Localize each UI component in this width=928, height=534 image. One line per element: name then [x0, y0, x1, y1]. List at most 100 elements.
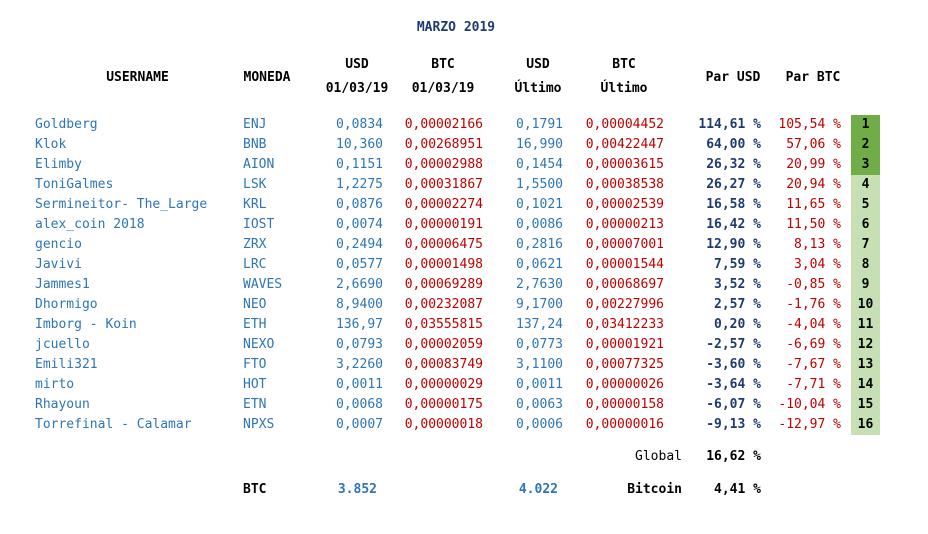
btc-start-total: 3.852 — [337, 482, 377, 497]
usd-last-cell: 1,5500 — [516, 177, 563, 192]
btc-start-cell: 0,00006475 — [404, 237, 483, 252]
usd-start-cell: 0,0834 — [336, 117, 383, 132]
btc-start-cell: 0,00000018 — [404, 417, 483, 432]
par-btc-cell: -1,76 % — [786, 297, 841, 312]
table-row: mirto HOT 0,0011 0,00000029 0,0011 0,000… — [0, 375, 928, 395]
usd-start-cell: 0,0577 — [336, 257, 383, 272]
username-cell: mirto — [35, 377, 75, 392]
btc-last-cell: 0,00000026 — [585, 377, 664, 392]
btc-start-cell: 0,00002166 — [404, 117, 483, 132]
btc-start-cell: 0,00000191 — [404, 217, 483, 232]
usd-last-cell: 0,0063 — [516, 397, 563, 412]
coin-cell: AION — [243, 157, 275, 172]
par-btc-cell: 8,13 % — [794, 237, 841, 252]
table-row: Jammes1 WAVES 2,6690 0,00069289 2,7630 0… — [0, 275, 928, 295]
username-cell: Dhormigo — [35, 297, 98, 312]
table-row: Torrefinal - Calamar NPXS 0,0007 0,00000… — [0, 415, 928, 435]
par-usd-cell: 26,27 % — [706, 177, 761, 192]
table-row: Sermineitor- The_Large KRL 0,0876 0,0000… — [0, 195, 928, 215]
usd-last-cell: 0,2816 — [516, 237, 563, 252]
table-row: Rhayoun ETN 0,0068 0,00000175 0,0063 0,0… — [0, 395, 928, 415]
rank-badge: 3 — [851, 155, 880, 175]
usd-start-cell: 0,2494 — [336, 237, 383, 252]
par-usd-cell: 7,59 % — [714, 257, 761, 272]
rank-badge: 16 — [851, 415, 880, 435]
table-row: Dhormigo NEO 8,9400 0,00232087 9,1700 0,… — [0, 295, 928, 315]
par-btc-cell: 20,94 % — [786, 177, 841, 192]
usd-start-cell: 8,9400 — [336, 297, 383, 312]
par-usd-cell: 16,58 % — [706, 197, 761, 212]
usd-last-cell: 0,0621 — [516, 257, 563, 272]
par-btc-cell: 3,04 % — [794, 257, 841, 272]
usd-last-cell: 0,1454 — [516, 157, 563, 172]
table-row: Goldberg ENJ 0,0834 0,00002166 0,1791 0,… — [0, 115, 928, 135]
rank-badge: 11 — [851, 315, 880, 335]
username-cell: alex_coin 2018 — [35, 217, 145, 232]
coin-cell: FTO — [243, 357, 267, 372]
coin-cell: IOST — [243, 217, 275, 232]
rank-badge: 13 — [851, 355, 880, 375]
table-row: Javivi LRC 0,0577 0,00001498 0,0621 0,00… — [0, 255, 928, 275]
btc-start-cell: 0,00000029 — [404, 377, 483, 392]
coin-cell: ETN — [243, 397, 267, 412]
coin-cell: NPXS — [243, 417, 275, 432]
btc-last-cell: 0,00227996 — [585, 297, 664, 312]
btc-last-cell: 0,00002539 — [585, 197, 664, 212]
btc-last-cell: 0,00000213 — [585, 217, 664, 232]
par-btc-cell: 20,99 % — [786, 157, 841, 172]
table-row: Klok BNB 10,360 0,00268951 16,990 0,0042… — [0, 135, 928, 155]
header-username: USERNAME — [106, 70, 169, 85]
coin-cell: WAVES — [243, 277, 283, 292]
usd-start-cell: 3,2260 — [336, 357, 383, 372]
page-title: MARZO 2019 — [416, 20, 496, 35]
par-usd-cell: -6,07 % — [706, 397, 761, 412]
coin-cell: KRL — [243, 197, 267, 212]
btc-last-cell: 0,00001544 — [585, 257, 664, 272]
username-cell: Imborg - Koin — [35, 317, 137, 332]
par-btc-cell: 11,65 % — [786, 197, 841, 212]
username-cell: Javivi — [35, 257, 82, 272]
btc-start-cell: 0,00232087 — [404, 297, 483, 312]
par-usd-cell: 114,61 % — [698, 117, 761, 132]
coin-cell: BNB — [243, 137, 267, 152]
username-cell: gencio — [35, 237, 82, 252]
header-usd-last-line1: USD — [526, 57, 550, 72]
usd-start-cell: 0,1151 — [336, 157, 383, 172]
username-cell: Sermineitor- The_Large — [35, 197, 208, 212]
usd-last-cell: 9,1700 — [516, 297, 563, 312]
btc-start-cell: 0,00083749 — [404, 357, 483, 372]
btc-last-cell: 0,00000158 — [585, 397, 664, 412]
coin-cell: LRC — [243, 257, 267, 272]
par-btc-cell: 57,06 % — [786, 137, 841, 152]
par-btc-cell: -7,71 % — [786, 377, 841, 392]
rank-badge: 15 — [851, 395, 880, 415]
btc-start-cell: 0,00002988 — [404, 157, 483, 172]
usd-start-cell: 136,97 — [336, 317, 383, 332]
rank-badge: 4 — [851, 175, 880, 195]
rank-badge: 1 — [851, 115, 880, 135]
par-btc-cell: -10,04 % — [778, 397, 841, 412]
header-btc-last-line1: BTC — [612, 57, 636, 72]
usd-last-cell: 3,1100 — [516, 357, 563, 372]
btc-last-total: 4.022 — [518, 482, 558, 497]
coin-cell: HOT — [243, 377, 267, 392]
coin-cell: NEO — [243, 297, 267, 312]
btc-last-cell: 0,03412233 — [585, 317, 664, 332]
rank-badge: 5 — [851, 195, 880, 215]
usd-start-cell: 1,2275 — [336, 177, 383, 192]
username-cell: Elimby — [35, 157, 82, 172]
btc-last-cell: 0,00004452 — [585, 117, 664, 132]
btc-last-cell: 0,00003615 — [585, 157, 664, 172]
usd-last-cell: 0,0773 — [516, 337, 563, 352]
btc-last-cell: 0,00038538 — [585, 177, 664, 192]
par-usd-cell: -9,13 % — [706, 417, 761, 432]
global-value: 16,62 % — [706, 449, 761, 464]
par-usd-cell: 64,00 % — [706, 137, 761, 152]
par-usd-cell: 16,42 % — [706, 217, 761, 232]
username-cell: Torrefinal - Calamar — [35, 417, 192, 432]
btc-last-cell: 0,00068697 — [585, 277, 664, 292]
header-btc-last-line2: Último — [600, 81, 648, 96]
coin-cell: ZRX — [243, 237, 267, 252]
usd-start-cell: 0,0068 — [336, 397, 383, 412]
usd-start-cell: 0,0011 — [336, 377, 383, 392]
